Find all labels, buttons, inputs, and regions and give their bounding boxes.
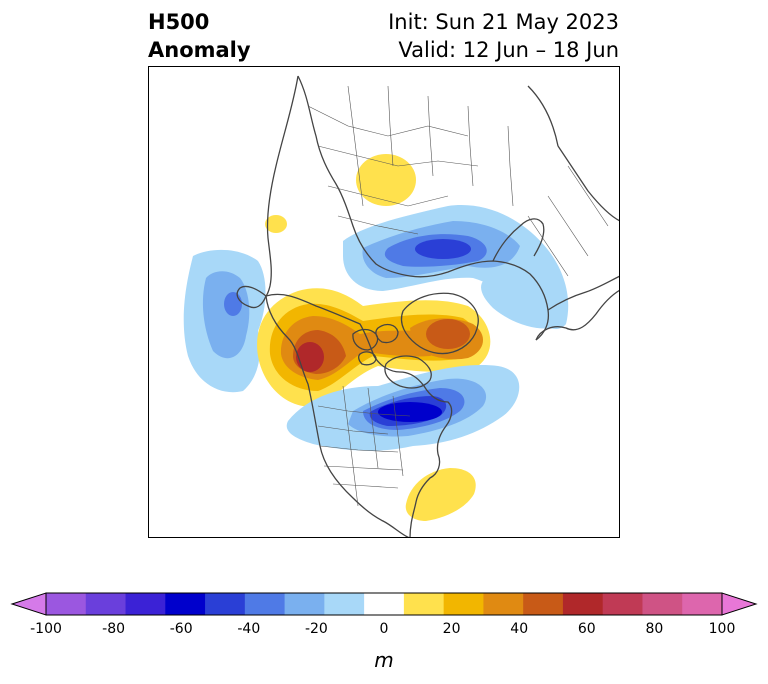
colorbar-tick-label: 40 xyxy=(510,621,528,637)
colorbar-tick-label: -40 xyxy=(237,621,260,637)
siberia-positive-anomaly xyxy=(356,154,416,206)
hudson-bay-coast xyxy=(384,355,432,389)
colorbar-cell xyxy=(682,593,723,615)
colorbar: -100 -80 -60 -40 -20 0 20 40 60 80 100 m xyxy=(10,592,758,672)
colorbar-max-arrow xyxy=(721,592,758,616)
north-africa-coast xyxy=(527,85,620,222)
colorbar-tick-label: 100 xyxy=(709,621,736,637)
forecast-info: Init: Sun 21 May 2023 Valid: 12 Jun – 18… xyxy=(388,8,619,64)
alaska-coast xyxy=(236,285,267,309)
pacific-negative-anomaly xyxy=(183,249,266,393)
colorbar-cell xyxy=(562,593,604,615)
colorbar-cell xyxy=(523,593,564,615)
title-line-h500: H500 xyxy=(148,10,210,34)
title-line-anomaly: Anomaly xyxy=(148,38,251,62)
colorbar-cell xyxy=(324,593,365,615)
valid-range: Valid: 12 Jun – 18 Jun xyxy=(398,38,619,62)
colorbar-cell xyxy=(443,593,484,615)
arctic-islands xyxy=(352,323,399,366)
colorbar-min-arrow xyxy=(10,592,47,616)
asia-east-coast xyxy=(265,75,299,297)
colorbar-tick-label: 20 xyxy=(443,621,461,637)
colorbar-cell xyxy=(46,593,87,615)
asia-small-positive xyxy=(265,215,287,233)
colorbar-cell xyxy=(483,593,524,615)
colorbar-tick-label: -80 xyxy=(102,621,125,637)
map-frame xyxy=(148,66,620,538)
colorbar-outline xyxy=(45,592,723,616)
colorbar-cell xyxy=(244,593,286,615)
atlantic-positive-anomaly xyxy=(405,468,476,521)
scandinavia-coast xyxy=(492,218,545,262)
europe-negative-anomaly xyxy=(481,271,568,329)
colorbar-tick-label: -60 xyxy=(170,621,193,637)
colorbar-cell xyxy=(165,593,206,615)
colorbar-tick-label: 0 xyxy=(380,621,389,637)
map-title: H500 Anomaly xyxy=(148,8,251,64)
colorbar-tick-label: 60 xyxy=(578,621,596,637)
colorbar-cells xyxy=(10,592,758,616)
colorbar-unit: m xyxy=(374,648,393,672)
greenland-coast xyxy=(400,292,479,355)
colorbar-cell xyxy=(602,593,643,615)
colorbar-ticks: -100 -80 -60 -40 -20 0 20 40 60 80 100 xyxy=(30,621,735,637)
colorbar-tick-label: 80 xyxy=(645,621,663,637)
init-date: Init: Sun 21 May 2023 xyxy=(388,10,619,34)
colorbar-tick-label: -20 xyxy=(305,621,328,637)
colorbar-cell xyxy=(125,593,166,615)
country-borders xyxy=(307,85,609,507)
europe-coast xyxy=(535,275,620,341)
anomaly-map xyxy=(148,66,620,538)
colorbar-cell xyxy=(205,593,246,615)
colorbar-cell xyxy=(403,593,445,615)
colorbar-tick-label: -100 xyxy=(30,621,62,637)
eurasia-coast xyxy=(297,75,550,341)
eurasia-negative-anomaly xyxy=(343,205,569,330)
hudson-negative-anomaly xyxy=(286,365,520,451)
colorbar-cell xyxy=(284,593,325,615)
colorbar-cell xyxy=(85,593,127,615)
colorbar-cell xyxy=(364,593,405,615)
colorbar-cell xyxy=(642,593,683,615)
